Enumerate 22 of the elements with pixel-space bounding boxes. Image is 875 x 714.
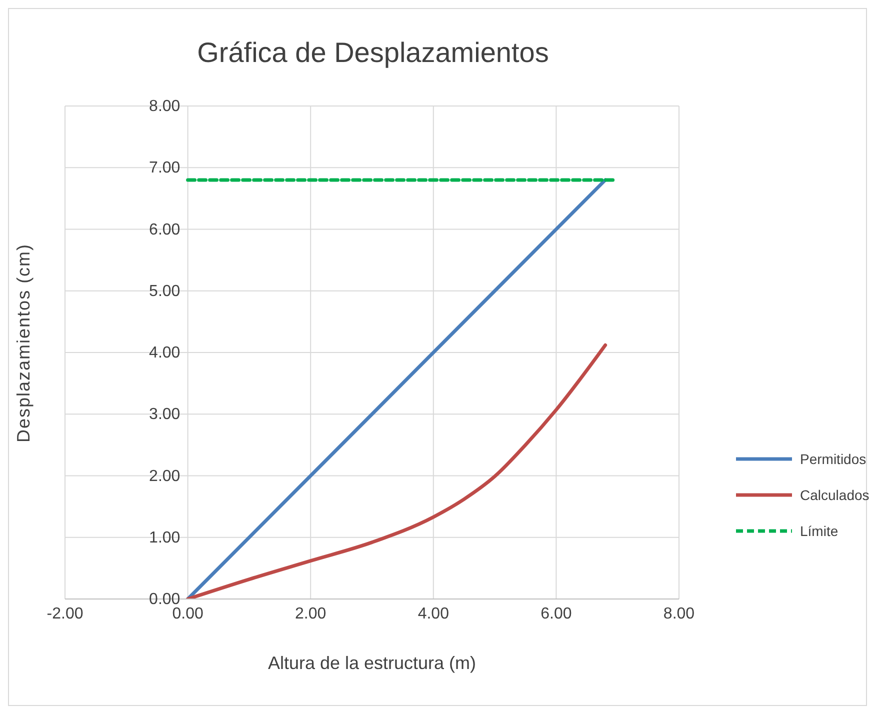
y-tick-label: 6.00 <box>149 221 180 238</box>
x-tick-label: 6.00 <box>540 605 572 622</box>
x-axis-title: Altura de la estructura (m) <box>268 653 476 673</box>
line-series <box>186 343 608 599</box>
x-tick-label: 0.00 <box>172 605 204 622</box>
y-tick-label: 5.00 <box>149 282 180 300</box>
x-tick-label: 2.00 <box>295 605 326 622</box>
y-tick-label: 8.00 <box>149 98 180 115</box>
legend-label: Límite <box>800 523 838 539</box>
y-tick-label: 2.00 <box>149 468 180 485</box>
x-tick-label: -2.00 <box>46 605 84 622</box>
y-tick-label: 0.00 <box>149 591 180 608</box>
chart-title: Gráfica de Desplazamientos <box>196 37 550 69</box>
y-tick-label: 7.00 <box>149 160 180 177</box>
x-tick-label: 4.00 <box>418 605 450 622</box>
legend-label: Calculados <box>800 487 870 503</box>
legend-label: Permitidos <box>800 451 866 467</box>
y-tick-label: 1.00 <box>149 529 180 546</box>
x-tick-label: 8.00 <box>663 605 695 622</box>
y-tick-label: 3.00 <box>149 406 180 424</box>
y-axis-title: Desplazamientos (cm) <box>13 243 34 442</box>
y-tick-label: 4.00 <box>149 344 180 362</box>
